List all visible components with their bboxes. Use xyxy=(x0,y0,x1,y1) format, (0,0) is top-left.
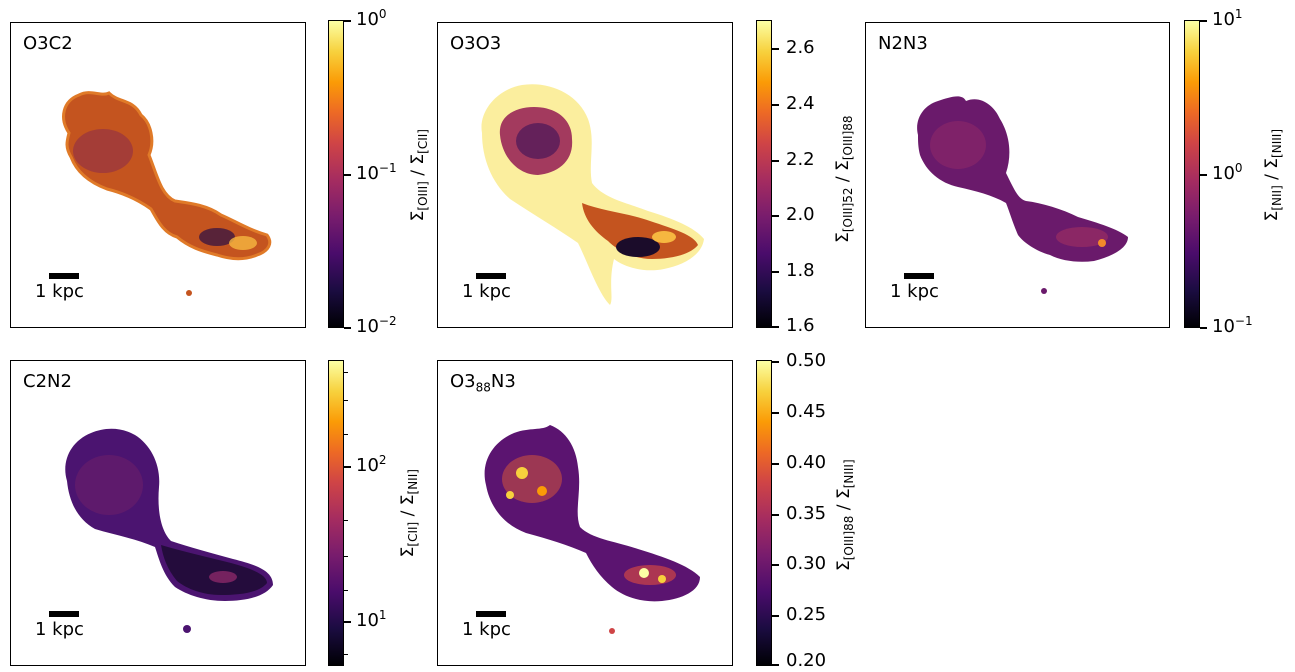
colorbar-minor-tick xyxy=(344,556,348,557)
colorbar-tick-label: 0.40 xyxy=(786,452,827,473)
colorbar-tick-label: 10−1 xyxy=(1212,314,1253,337)
scale-bar xyxy=(904,273,934,279)
colorbar-minor-tick xyxy=(344,520,348,521)
panel-title: O388N3 xyxy=(450,371,516,395)
colorbar-tick xyxy=(1200,20,1207,22)
colorbar-label: Σ[OIII] / Σ[CII] xyxy=(407,129,431,222)
colorbar-tick xyxy=(344,466,351,468)
colorbar-label: Σ[NII] / Σ[NIII] xyxy=(1261,128,1285,222)
colorbar-tick-label: 10−1 xyxy=(356,161,397,184)
emission-map-n2n3 xyxy=(917,96,1128,294)
colorbar-tick xyxy=(772,271,779,273)
scale-bar xyxy=(49,611,79,617)
map-panel-n2n3: N2N3 1 kpc xyxy=(865,22,1170,328)
map-panel-o3c2: O3C2 1 kpc xyxy=(10,22,306,328)
panel-title: O3O3 xyxy=(450,33,502,54)
colorbar-tick xyxy=(772,160,779,162)
colorbar-tick xyxy=(1200,327,1207,329)
colorbar-minor-tick xyxy=(344,400,348,401)
colorbar-tick xyxy=(772,48,779,50)
colorbar-n2n3 xyxy=(1184,20,1200,328)
scale-bar-label: 1 kpc xyxy=(35,281,84,302)
scale-bar-label: 1 kpc xyxy=(890,281,939,302)
colorbar-tick xyxy=(344,327,351,329)
colorbar-tick xyxy=(344,20,351,22)
colorbar-tick xyxy=(772,104,779,106)
colorbar-tick xyxy=(772,463,779,465)
colorbar-tick xyxy=(772,514,779,516)
colorbar-o3c2 xyxy=(328,20,344,328)
colorbar-minor-tick xyxy=(344,434,348,435)
colorbar-minor-tick xyxy=(344,372,348,373)
colorbar-tick xyxy=(772,326,779,328)
colorbar-tick xyxy=(772,564,779,566)
colorbar-label: Σ[OIII]88 / Σ[NIII] xyxy=(833,459,857,572)
colorbar-tick-label: 0.20 xyxy=(786,650,827,671)
colorbar-tick-label: 0.35 xyxy=(786,503,827,524)
emission-map-o3c2 xyxy=(62,91,272,296)
emission-map-c2n2 xyxy=(65,428,273,633)
colorbar-tick xyxy=(344,174,351,176)
colorbar-tick-label: 101 xyxy=(356,608,387,631)
scale-bar xyxy=(476,611,506,617)
colorbar-label: Σ[CII] / Σ[NII] xyxy=(397,469,421,558)
colorbar-tick xyxy=(772,361,779,363)
colorbar-tick-label: 1.8 xyxy=(786,260,815,281)
colorbar-tick xyxy=(1200,174,1207,176)
colorbar-tick-label: 100 xyxy=(1212,161,1243,184)
colorbar-o388n3 xyxy=(756,360,772,666)
emission-map-o3o3 xyxy=(481,84,704,305)
colorbar-label: Σ[OIII]52 / Σ[OIII]88 xyxy=(832,115,856,243)
colorbar-tick-label: 100 xyxy=(356,7,387,30)
panel-title: O3C2 xyxy=(23,33,73,54)
colorbar-tick-label: 1.6 xyxy=(786,315,815,336)
colorbar-tick xyxy=(772,412,779,414)
scale-bar-label: 1 kpc xyxy=(462,281,511,302)
colorbar-tick-label: 2.4 xyxy=(786,93,815,114)
panel-title: N2N3 xyxy=(878,33,928,54)
colorbar-tick xyxy=(772,615,779,617)
colorbar-tick xyxy=(344,621,351,623)
colorbar-tick-label: 10−2 xyxy=(356,314,397,337)
colorbar-tick-label: 0.50 xyxy=(786,350,827,371)
map-panel-c2n2: C2N2 1 kpc xyxy=(10,360,306,666)
scale-bar xyxy=(476,273,506,279)
colorbar-tick-label: 2.0 xyxy=(786,204,815,225)
colorbar-c2n2 xyxy=(328,360,344,666)
colorbar-o3o3 xyxy=(756,20,772,328)
panel-title: C2N2 xyxy=(23,371,72,392)
colorbar-tick-label: 101 xyxy=(1212,7,1243,30)
map-panel-o388n3: O388N3 1 kpc xyxy=(437,360,733,666)
colorbar-tick xyxy=(772,664,779,666)
colorbar-tick xyxy=(772,215,779,217)
colorbar-minor-tick xyxy=(344,654,348,655)
colorbar-tick-label: 2.2 xyxy=(786,149,815,170)
colorbar-tick-label: 0.45 xyxy=(786,401,827,422)
colorbar-minor-tick xyxy=(344,590,348,591)
colorbar-tick-label: 2.6 xyxy=(786,37,815,58)
scale-bar-label: 1 kpc xyxy=(35,619,84,640)
colorbar-tick-label: 0.30 xyxy=(786,553,827,574)
colorbar-tick-label: 0.25 xyxy=(786,604,827,625)
colorbar-tick-label: 102 xyxy=(356,453,387,476)
scale-bar xyxy=(49,273,79,279)
map-panel-o3o3: O3O3 1 kpc xyxy=(437,22,733,328)
emission-map-o388n3 xyxy=(484,425,700,634)
scale-bar-label: 1 kpc xyxy=(462,619,511,640)
